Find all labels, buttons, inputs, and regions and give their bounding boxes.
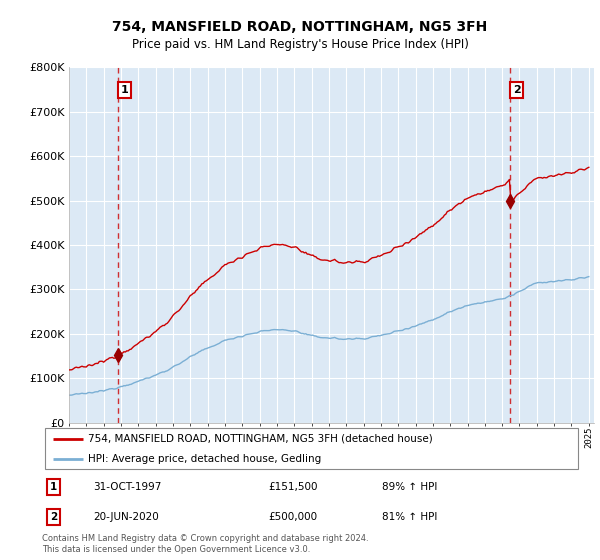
FancyBboxPatch shape — [45, 428, 578, 469]
Text: Contains HM Land Registry data © Crown copyright and database right 2024.
This d: Contains HM Land Registry data © Crown c… — [42, 534, 368, 554]
Text: 754, MANSFIELD ROAD, NOTTINGHAM, NG5 3FH: 754, MANSFIELD ROAD, NOTTINGHAM, NG5 3FH — [112, 20, 488, 34]
Text: 31-OCT-1997: 31-OCT-1997 — [94, 482, 161, 492]
Text: HPI: Average price, detached house, Gedling: HPI: Average price, detached house, Gedl… — [88, 454, 321, 464]
Text: 81% ↑ HPI: 81% ↑ HPI — [382, 512, 437, 522]
Text: 754, MANSFIELD ROAD, NOTTINGHAM, NG5 3FH (detached house): 754, MANSFIELD ROAD, NOTTINGHAM, NG5 3FH… — [88, 433, 433, 444]
Text: 20-JUN-2020: 20-JUN-2020 — [94, 512, 159, 522]
Text: 89% ↑ HPI: 89% ↑ HPI — [382, 482, 437, 492]
Text: 2: 2 — [50, 512, 58, 522]
Text: 1: 1 — [50, 482, 58, 492]
Text: £500,000: £500,000 — [269, 512, 318, 522]
Text: 1: 1 — [121, 85, 128, 95]
Text: Price paid vs. HM Land Registry's House Price Index (HPI): Price paid vs. HM Land Registry's House … — [131, 38, 469, 50]
Text: 2: 2 — [513, 85, 521, 95]
Text: £151,500: £151,500 — [269, 482, 319, 492]
